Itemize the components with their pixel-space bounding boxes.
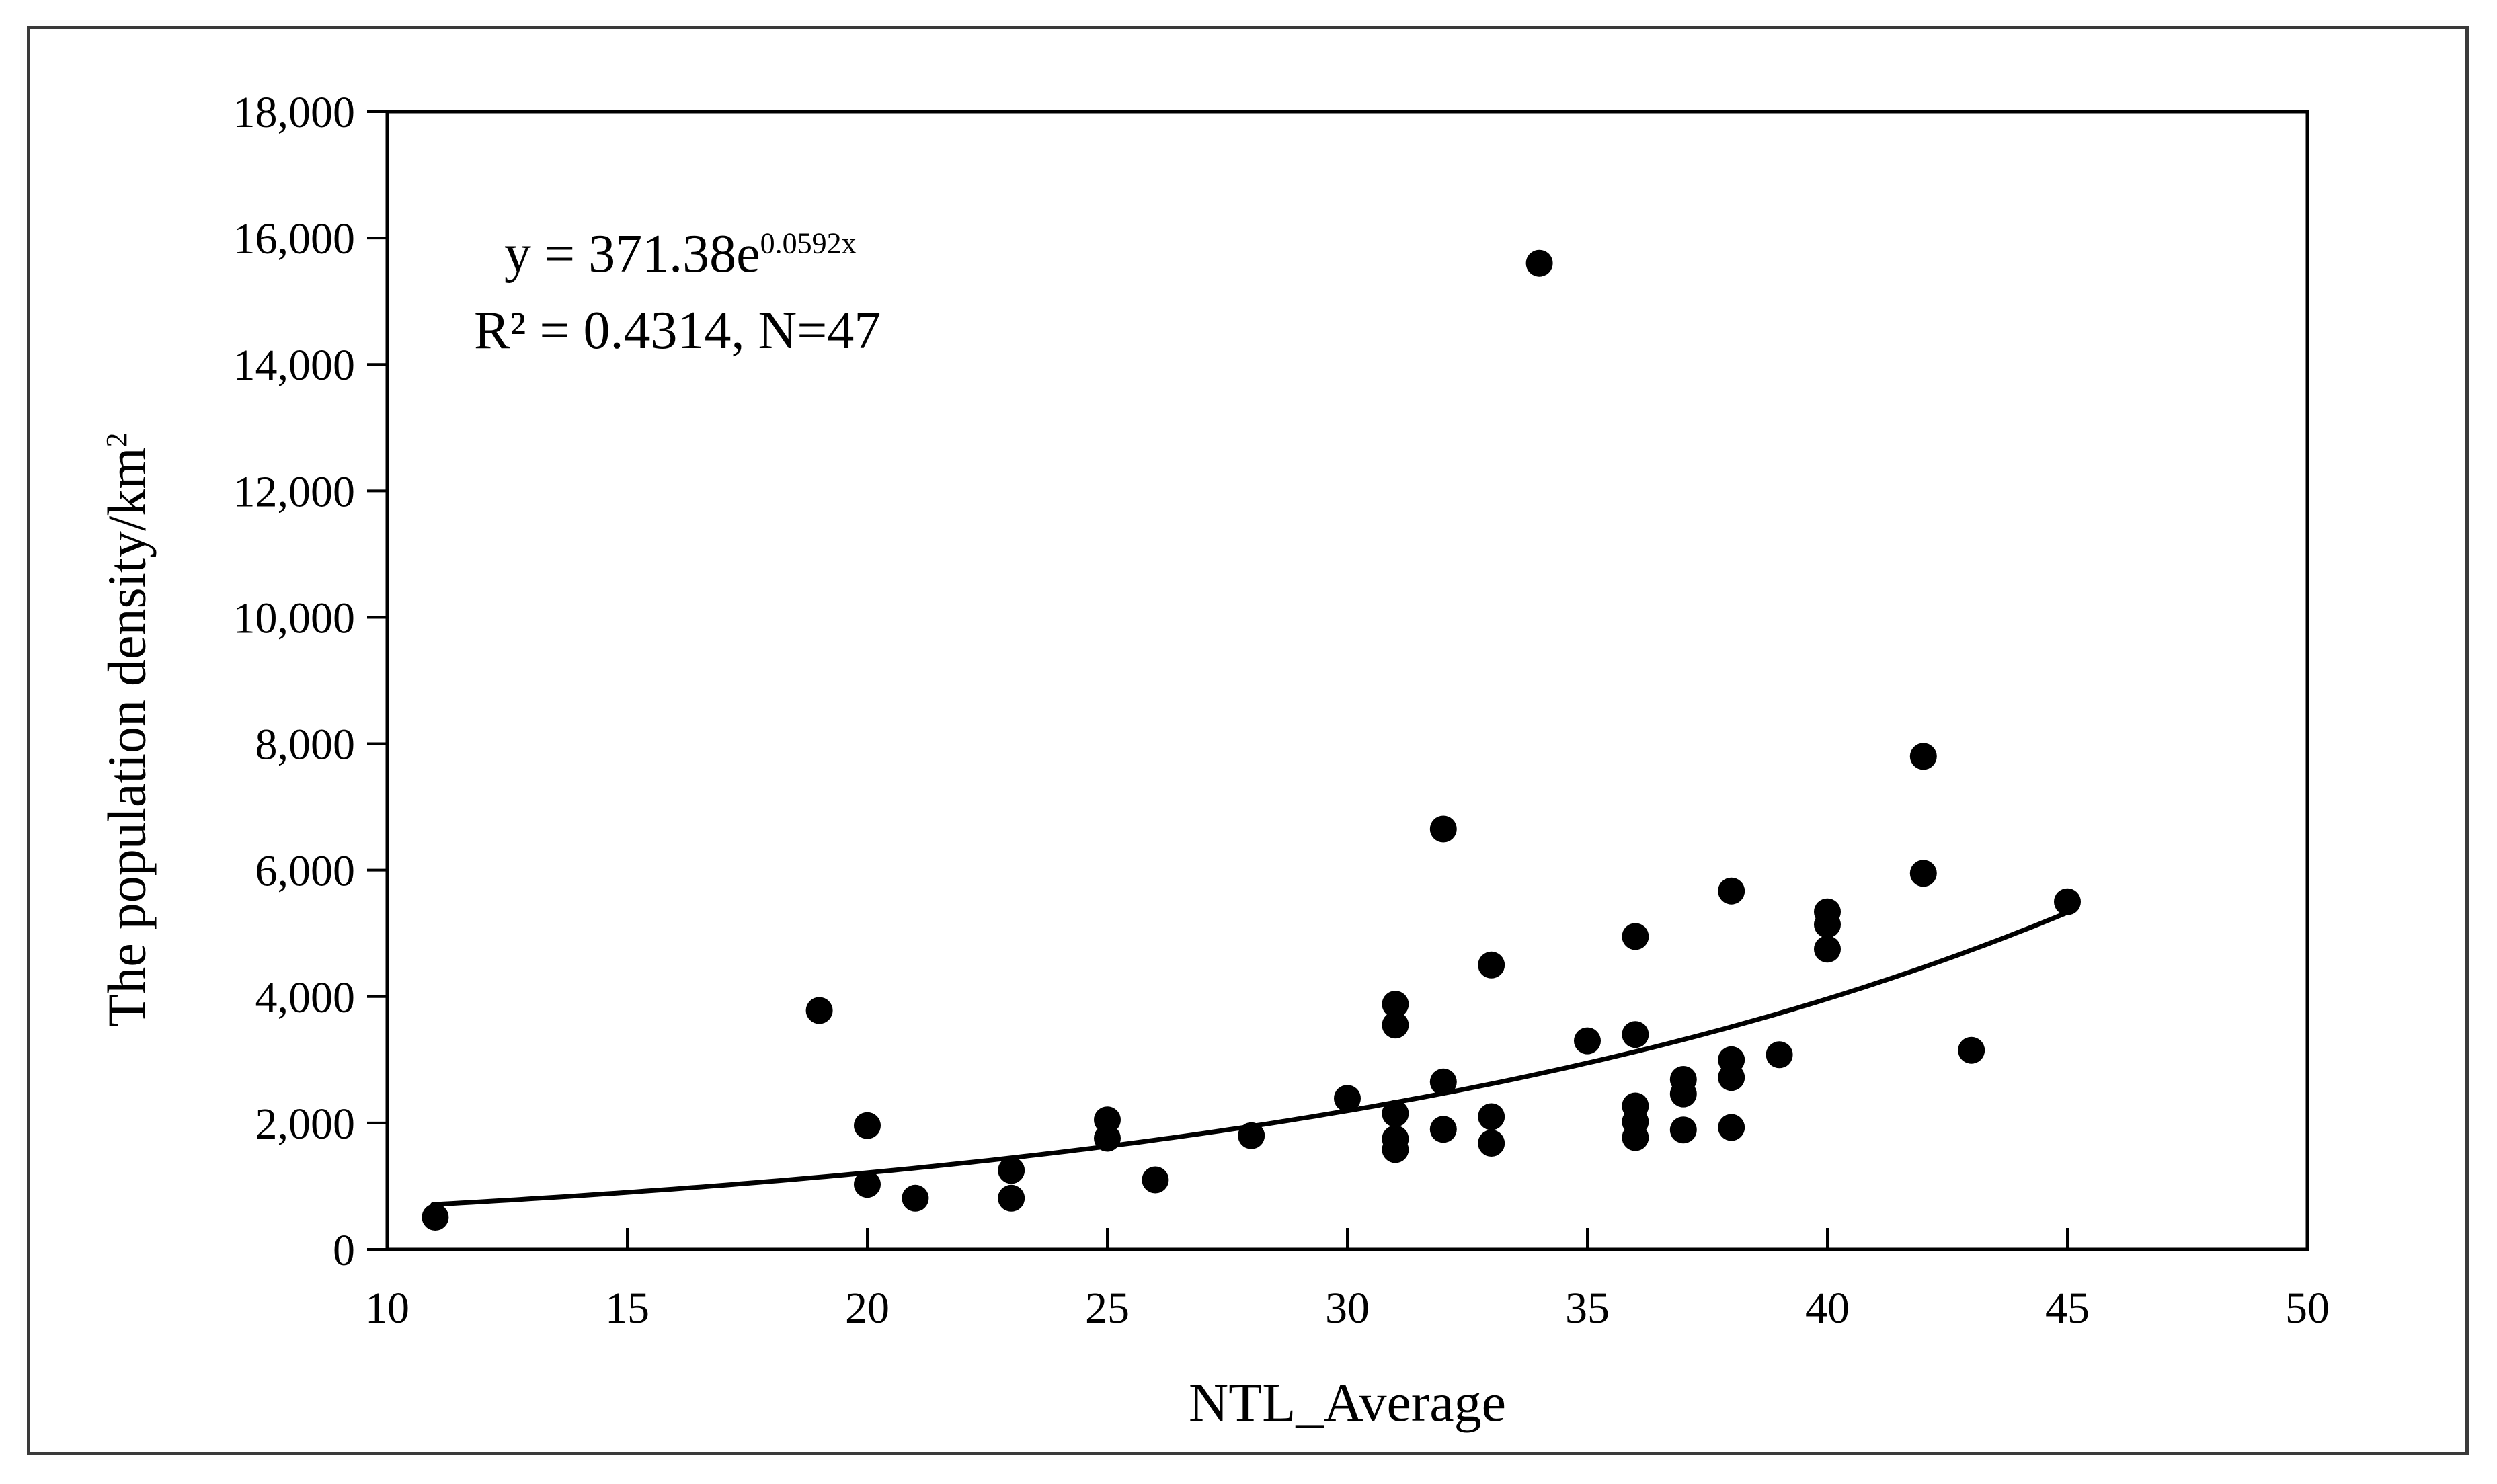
scatter-point — [854, 1171, 881, 1198]
scatter-point — [1814, 936, 1841, 963]
scatter-point — [1429, 1068, 1457, 1096]
scatter-point — [1478, 951, 1505, 979]
y-axis-title-sup: 2 — [100, 432, 133, 448]
scatter-point — [1909, 860, 1937, 887]
scatter-point — [1814, 911, 1841, 938]
scatter-point — [998, 1157, 1025, 1184]
fit-equation: y = 371.38e0.0592x — [474, 216, 881, 293]
scatter-point — [1622, 1021, 1649, 1048]
scatter-point — [998, 1184, 1025, 1212]
scatter-point — [1909, 743, 1937, 770]
figure-border — [27, 26, 2469, 1455]
scatter-point — [1142, 1166, 1169, 1194]
y-tick-label: 12,000 — [233, 467, 356, 516]
y-axis-title-text: The population density/km — [97, 447, 157, 1027]
scatter-point — [1622, 923, 1649, 950]
y-axis-title: The population density/km2 — [97, 125, 159, 1335]
scatter-point — [1478, 1130, 1505, 1157]
scatter-point — [1382, 1012, 1409, 1039]
scatter-point — [422, 1204, 449, 1231]
scatter-point — [1574, 1027, 1601, 1055]
x-tick-label: 30 — [1325, 1284, 1370, 1333]
scatter-point — [1622, 1124, 1649, 1151]
x-tick-label: 15 — [605, 1284, 649, 1333]
scatter-point — [854, 1112, 881, 1139]
scatter-point — [1718, 1064, 1745, 1091]
x-tick-label: 10 — [365, 1284, 409, 1333]
fit-annotation: y = 371.38e0.0592x R² = 0.4314, N=47 — [474, 216, 881, 369]
scatter-point — [1718, 877, 1745, 905]
scatter-point — [1238, 1122, 1265, 1149]
y-tick-label: 14,000 — [233, 341, 356, 390]
y-tick-label: 10,000 — [233, 593, 356, 643]
y-tick-label: 18,000 — [233, 88, 356, 137]
scatter-point — [1382, 991, 1409, 1018]
x-tick-label: 20 — [845, 1284, 889, 1333]
scatter-point — [1958, 1036, 1985, 1064]
scatter-point — [1094, 1124, 1121, 1152]
x-tick-label: 50 — [2285, 1284, 2330, 1333]
scatter-point — [1429, 815, 1457, 843]
x-axis-title: NTL_Average — [1188, 1372, 1507, 1433]
x-tick-label: 25 — [1085, 1284, 1129, 1333]
scatter-point — [1766, 1041, 1793, 1069]
y-tick-label: 6,000 — [255, 847, 356, 896]
scatter-point — [1382, 1100, 1409, 1127]
scatter-point — [1669, 1080, 1697, 1108]
axis-frame — [385, 110, 2309, 1251]
scatter-point — [902, 1184, 929, 1212]
x-tick-label: 45 — [2045, 1284, 2090, 1333]
scatter-point — [2054, 888, 2081, 915]
scatter-point — [1669, 1116, 1697, 1144]
fit-r2-n: R² = 0.4314, N=47 — [474, 300, 881, 360]
y-tick-label: 2,000 — [255, 1100, 356, 1149]
scatter-point — [1429, 1116, 1457, 1143]
scatter-point — [1525, 249, 1553, 277]
scatter-point — [1478, 1103, 1505, 1130]
y-tick-label: 0 — [333, 1226, 355, 1275]
scatter-point — [805, 997, 833, 1024]
x-tick-label: 40 — [1805, 1284, 1850, 1333]
x-tick-label: 35 — [1565, 1284, 1610, 1333]
scatter-point — [1718, 1114, 1745, 1141]
fit-equation-base: y = 371.38e — [504, 224, 760, 284]
y-tick-label: 8,000 — [255, 720, 356, 770]
scatter-point — [1334, 1085, 1361, 1112]
fit-equation-exponent: 0.0592x — [760, 226, 857, 260]
y-tick-label: 16,000 — [233, 214, 356, 263]
y-tick-label: 4,000 — [255, 973, 356, 1022]
scatter-point — [1382, 1136, 1409, 1163]
